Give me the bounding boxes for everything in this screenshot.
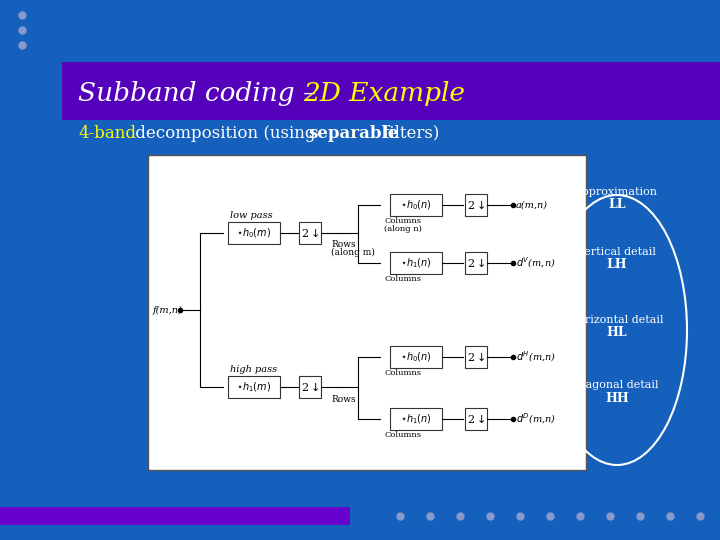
Text: (along m): (along m) bbox=[331, 248, 375, 257]
Text: 2$\downarrow$: 2$\downarrow$ bbox=[467, 257, 485, 269]
Text: filters): filters) bbox=[378, 125, 439, 141]
Text: 2$\downarrow$: 2$\downarrow$ bbox=[467, 413, 485, 425]
Text: LH: LH bbox=[607, 259, 627, 272]
Bar bbox=[465, 194, 487, 216]
Text: LL: LL bbox=[608, 199, 626, 212]
Text: Subband coding –: Subband coding – bbox=[78, 80, 325, 105]
Bar bbox=[465, 408, 487, 430]
Text: HL: HL bbox=[607, 327, 627, 340]
Bar bbox=[148, 155, 586, 470]
Text: 2$\downarrow$: 2$\downarrow$ bbox=[301, 381, 319, 393]
Text: Rows: Rows bbox=[331, 240, 356, 249]
Text: $\star h_0(m)$: $\star h_0(m)$ bbox=[236, 226, 271, 240]
Text: $d^D$(m,n): $d^D$(m,n) bbox=[516, 411, 557, 427]
Text: $\star h_1(m)$: $\star h_1(m)$ bbox=[236, 380, 271, 394]
Bar bbox=[228, 376, 280, 398]
Text: vertical detail: vertical detail bbox=[578, 247, 656, 257]
Text: Columns: Columns bbox=[384, 369, 421, 377]
Bar bbox=[62, 62, 720, 120]
Text: decomposition (using: decomposition (using bbox=[130, 125, 320, 141]
Text: $d^H$(m,n): $d^H$(m,n) bbox=[516, 349, 556, 364]
Text: 2D Example: 2D Example bbox=[303, 80, 465, 105]
Bar bbox=[390, 408, 442, 430]
Bar bbox=[465, 252, 487, 274]
Text: diagonal detail: diagonal detail bbox=[575, 380, 659, 390]
Text: 2$\downarrow$: 2$\downarrow$ bbox=[467, 199, 485, 211]
Bar bbox=[465, 346, 487, 368]
Text: HH: HH bbox=[605, 392, 629, 404]
Text: 2$\downarrow$: 2$\downarrow$ bbox=[467, 351, 485, 363]
Text: high pass: high pass bbox=[230, 364, 277, 374]
Text: f(m,n): f(m,n) bbox=[153, 306, 183, 315]
Text: $\star h_0(n)$: $\star h_0(n)$ bbox=[400, 198, 432, 212]
Text: (along n): (along n) bbox=[384, 225, 422, 233]
Text: $\star h_1(n)$: $\star h_1(n)$ bbox=[400, 412, 432, 426]
Bar bbox=[390, 194, 442, 216]
Text: 2$\downarrow$: 2$\downarrow$ bbox=[301, 227, 319, 239]
Text: Columns: Columns bbox=[384, 431, 421, 439]
Text: a(m,n): a(m,n) bbox=[516, 200, 548, 210]
Bar bbox=[299, 376, 321, 398]
Text: separable: separable bbox=[308, 125, 398, 141]
Bar bbox=[228, 222, 280, 244]
Bar bbox=[390, 252, 442, 274]
Text: 4-band: 4-band bbox=[78, 125, 136, 141]
Text: Rows: Rows bbox=[331, 395, 356, 404]
Text: Columns: Columns bbox=[384, 275, 421, 283]
Text: approximation: approximation bbox=[576, 187, 658, 197]
Text: $d^V$(m,n): $d^V$(m,n) bbox=[516, 255, 556, 271]
Bar bbox=[390, 346, 442, 368]
Bar bbox=[299, 222, 321, 244]
Text: horizontal detail: horizontal detail bbox=[571, 315, 663, 325]
Bar bbox=[0, 507, 350, 525]
Text: $\star h_1(n)$: $\star h_1(n)$ bbox=[400, 256, 432, 270]
Text: $\star h_0(n)$: $\star h_0(n)$ bbox=[400, 350, 432, 364]
Text: low pass: low pass bbox=[230, 211, 273, 219]
Text: Columns: Columns bbox=[384, 217, 421, 225]
